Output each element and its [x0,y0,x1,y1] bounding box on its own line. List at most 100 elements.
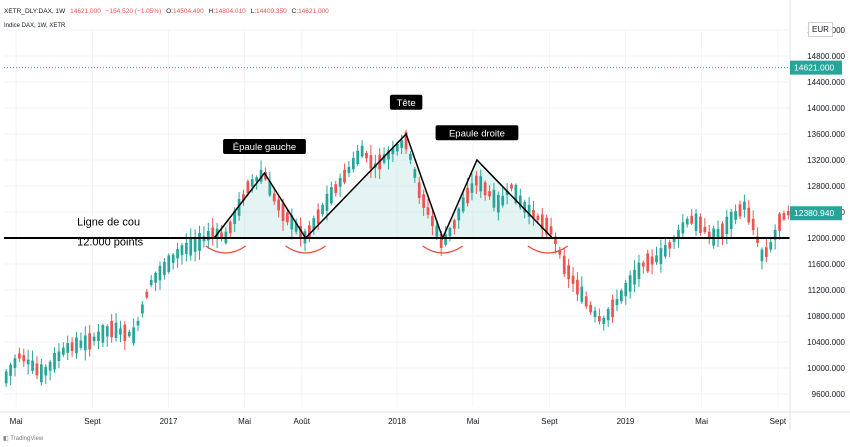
candle-body [66,343,70,353]
x-tick-label: Août [293,417,310,426]
candle-body [395,144,399,152]
candle-body [268,181,272,196]
y-tick-label: 14400.000 [807,78,845,87]
candle-body [57,351,61,362]
open-value: 14504.490 [173,8,204,15]
candle-body [773,229,777,240]
candle-body [470,183,474,193]
candle-body [338,177,342,187]
candle-body [246,181,250,194]
candle-body [154,272,157,283]
candle-body [514,184,518,204]
candle-body [448,228,452,237]
candle-body [747,207,751,223]
candle-body [536,215,540,220]
candle-body [567,265,570,280]
candle-body [492,189,496,208]
candle-body [439,234,443,249]
y-tick-label: 9600.000 [812,390,846,399]
candle-body [549,226,553,235]
x-tick-label: Mai [10,417,23,426]
candle-body [751,218,755,230]
candle-body [44,366,48,376]
candle-body [250,179,254,187]
x-tick-label: Sept [541,417,558,426]
current-price-tag [790,60,842,75]
candle-body [105,326,109,337]
chart-header: XETR_DLY:DAX, 1W 14621.000 −154.520 (−1.… [4,8,332,15]
candle-body [79,340,83,348]
close-label: C: [291,8,299,15]
y-tick-label: 10800.000 [807,312,845,321]
y-tick-label: 10400.000 [807,338,845,347]
candle-body [694,213,698,231]
candle-body [633,269,636,285]
candle-body [83,335,87,351]
y-tick-label: 13600.000 [807,130,845,139]
candle-body [725,216,729,235]
annotation-text: Ligne de cou [77,216,140,228]
candle-body [738,204,742,217]
y-tick-label: 14000.000 [807,104,845,113]
candle-body [259,169,263,182]
pattern-fill-area [214,134,553,238]
candle-body [641,262,645,267]
x-tick-label: 2019 [617,417,635,426]
candle-body [356,150,360,165]
candle-body [729,211,733,229]
candle-body [347,166,351,173]
low-value: 14409.350 [256,8,287,15]
candle-body [233,210,237,225]
candle-body [760,249,764,262]
candle-body [114,322,118,338]
candle-body [387,150,390,160]
candle-body [764,247,768,257]
change-label: −154.520 (−1.05%) [105,8,162,15]
y-tick-label: 11600.000 [808,260,846,269]
candle-body [453,220,456,229]
candle-body [329,187,333,204]
currency-button[interactable]: EUR [808,22,833,37]
candle-body [404,131,408,150]
candle-body [141,304,144,314]
candle-body [589,304,592,313]
candle-body [26,359,30,365]
candle-body [672,238,676,243]
candle-body [88,333,92,350]
candle-body [663,244,667,257]
candle-body [132,327,135,344]
candle-body [615,299,619,306]
candle-body [624,282,628,297]
candle-body [198,232,201,251]
candle-body [431,216,434,227]
candle-body [351,157,355,170]
candle-body [272,193,276,202]
candle-body [75,337,78,354]
candle-body [61,347,65,355]
candle-body [369,155,373,169]
pattern-polyline [213,132,553,241]
candle-body [365,152,368,159]
tradingview-logo: ◧ TradingView [3,435,43,442]
candle-body [716,229,720,239]
candle-body [606,309,610,321]
candle-body [677,229,680,239]
y-tick-label: 14800.000 [807,52,845,61]
candle-body [646,253,650,272]
candle-body [136,320,140,326]
trough-arc [205,245,246,254]
candle-body [290,215,294,230]
candle-body [611,299,614,318]
candle-body [562,255,566,274]
candle-body [505,191,509,196]
annotation-label: Épaule gauche [233,142,296,153]
candle-body [496,195,500,213]
x-tick-label: Mai [238,417,251,426]
candle-body [119,328,122,335]
candle-body [457,208,461,221]
candle-body [123,324,127,341]
candle-body [734,210,737,220]
candle-body [53,352,56,370]
symbol-label: XETR_DLY:DAX, 1W [4,8,66,15]
